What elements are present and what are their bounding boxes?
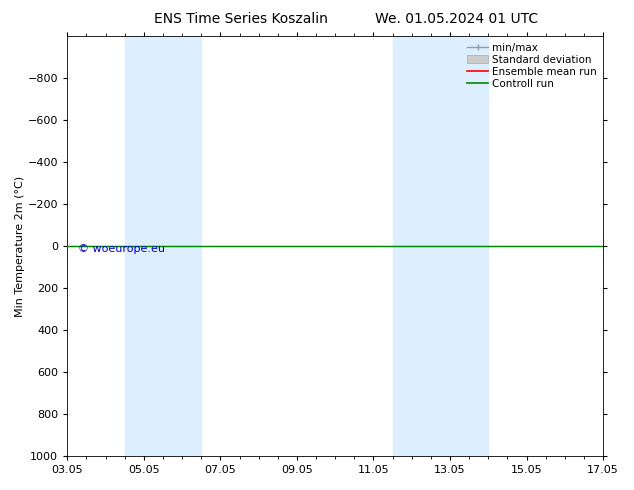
Bar [125, 36, 201, 456]
Text: We. 01.05.2024 01 UTC: We. 01.05.2024 01 UTC [375, 12, 538, 26]
Text: ENS Time Series Koszalin: ENS Time Series Koszalin [154, 12, 328, 26]
Legend: min/max, Standard deviation, Ensemble mean run, Controll run: min/max, Standard deviation, Ensemble me… [463, 38, 601, 93]
Bar [392, 36, 488, 456]
Y-axis label: Min Temperature 2m (°C): Min Temperature 2m (°C) [15, 175, 25, 317]
Text: © woeurope.eu: © woeurope.eu [78, 244, 165, 254]
